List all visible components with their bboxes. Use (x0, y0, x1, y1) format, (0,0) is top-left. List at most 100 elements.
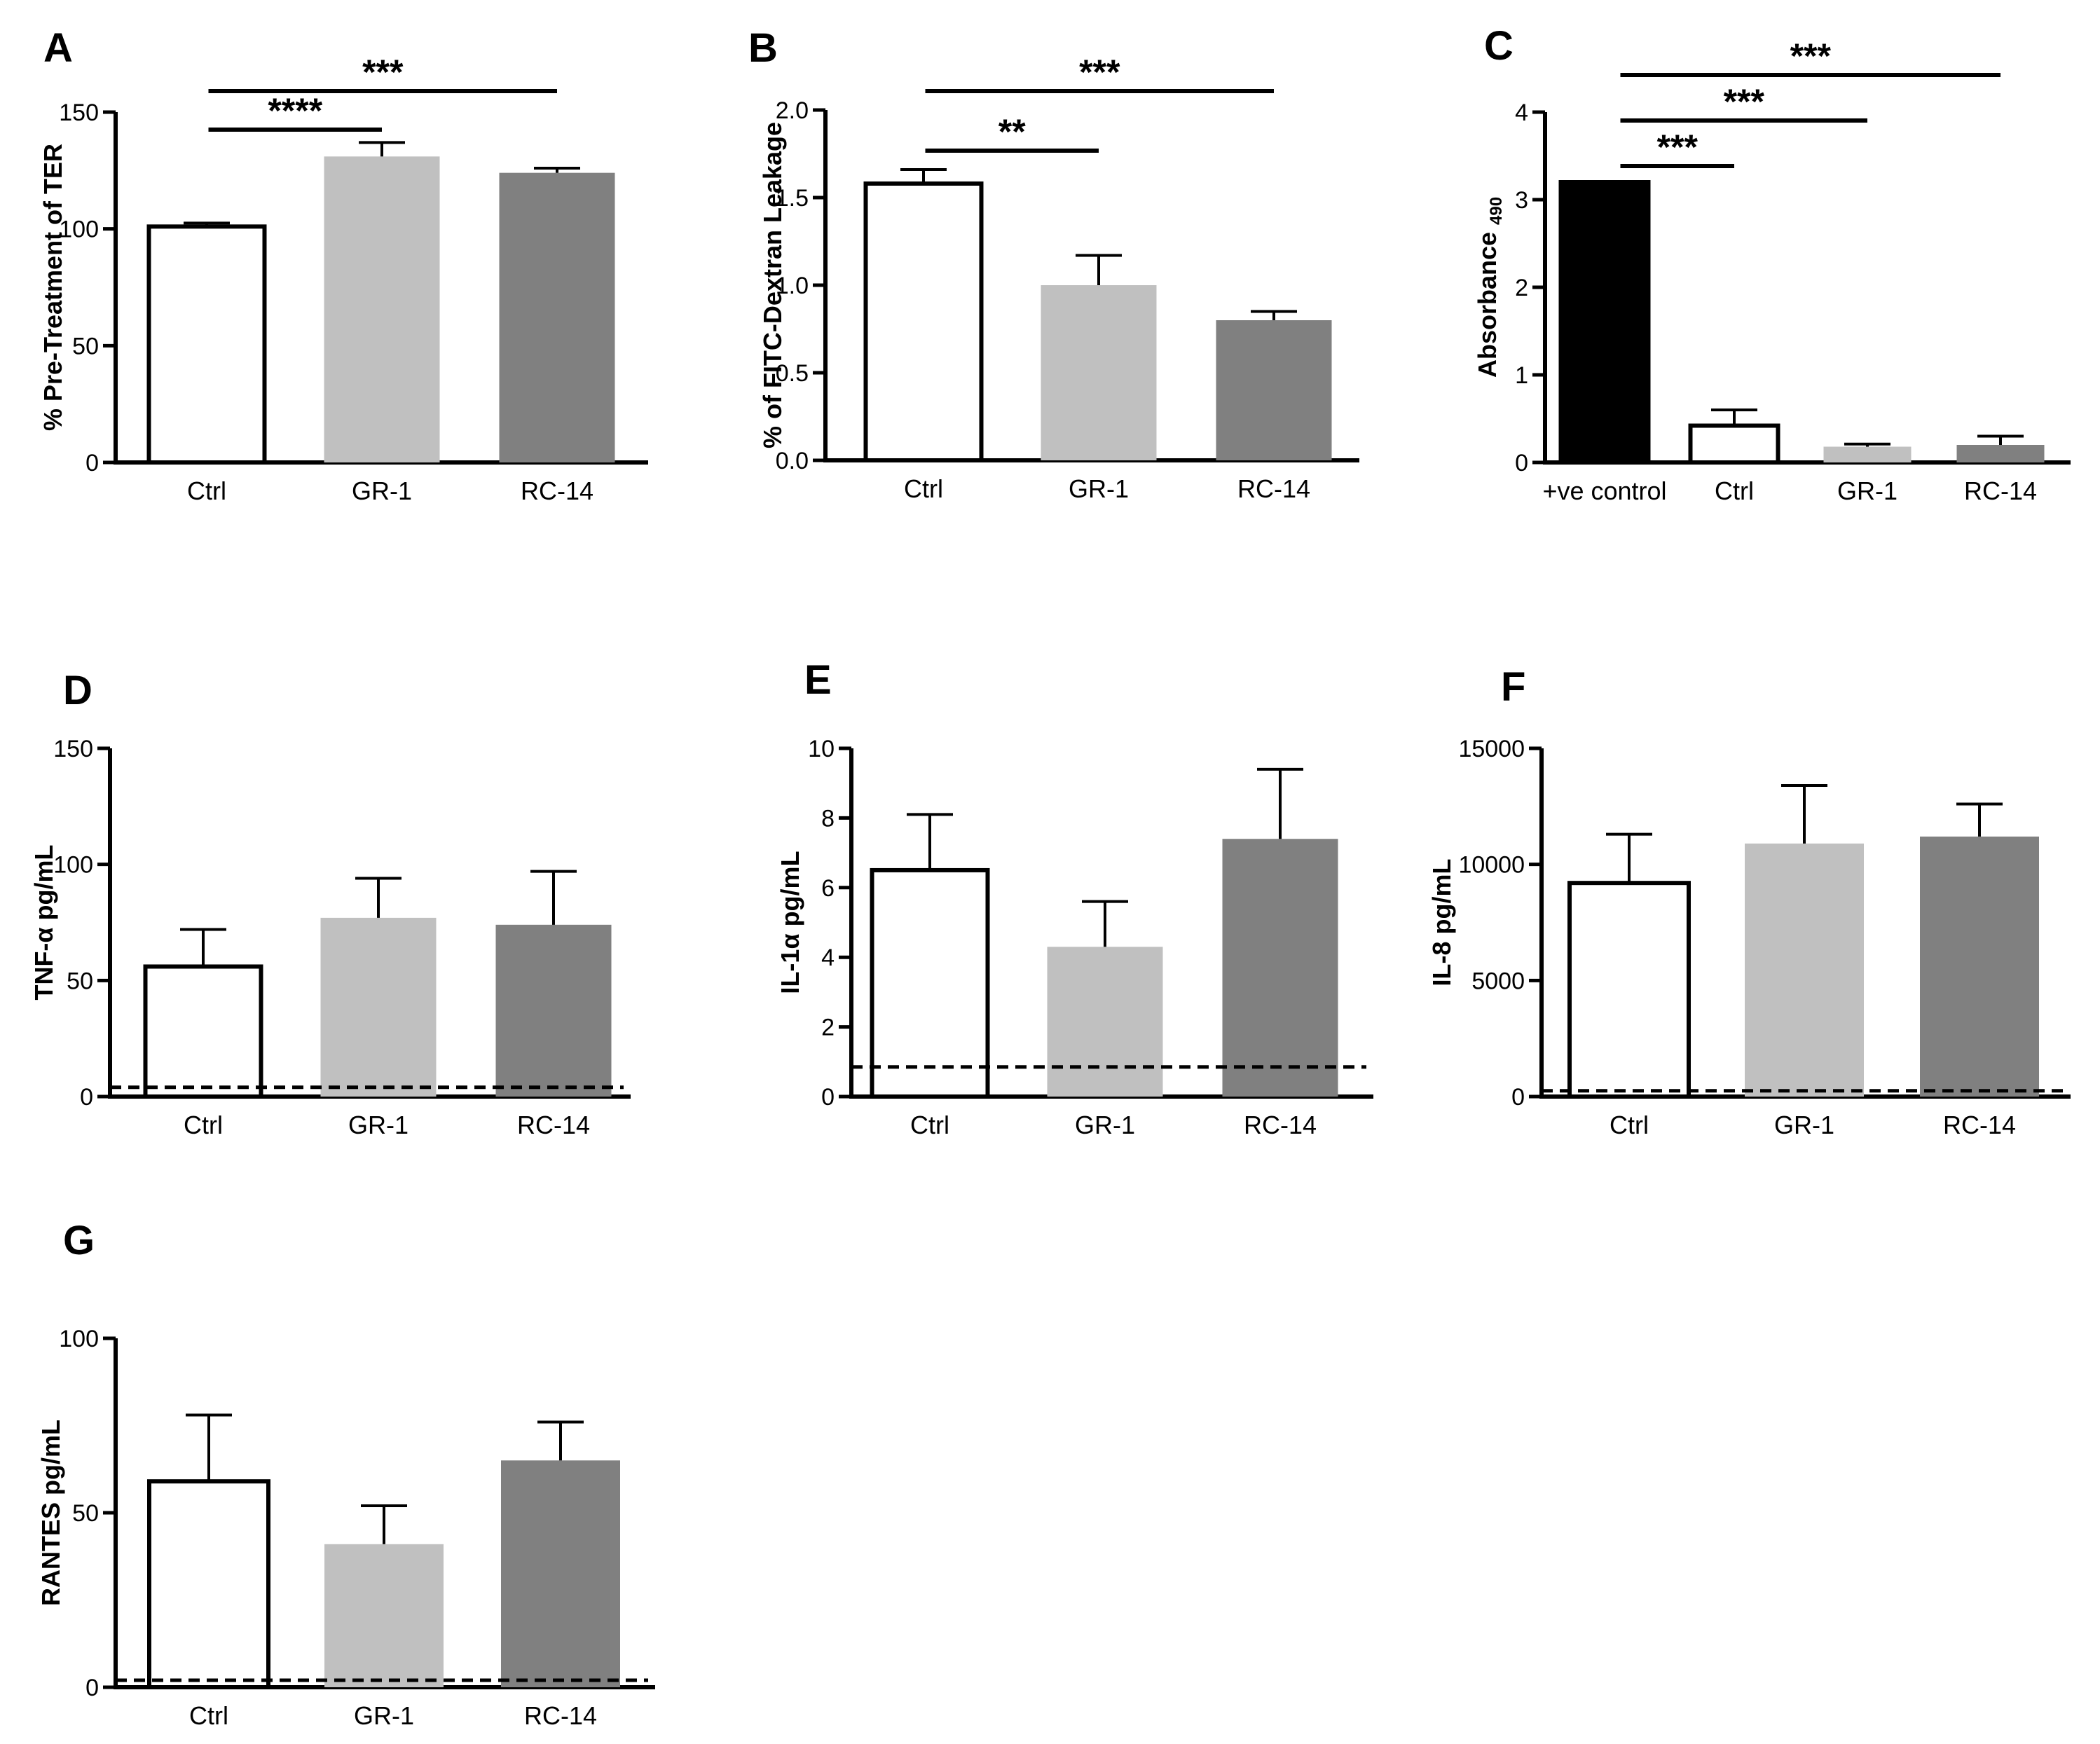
x-category-label: RC-14 (1943, 1111, 2016, 1139)
panel-letter: C (1484, 23, 1514, 69)
x-category-label: Ctrl (1610, 1111, 1649, 1139)
panel-letter: F (1501, 664, 1525, 710)
y-tick-label: 1.0 (776, 273, 809, 299)
x-category-label: RC-14 (1244, 1111, 1317, 1139)
x-category-label: Ctrl (189, 1701, 228, 1730)
y-tick-label: 0.5 (776, 360, 809, 387)
bar-rc-14 (499, 172, 615, 462)
y-tick-label: 2.0 (776, 97, 809, 124)
significance-label: *** (1790, 36, 1832, 76)
panel-letter: E (804, 657, 832, 703)
x-category-label: Ctrl (910, 1111, 949, 1139)
y-tick-label: 0 (1511, 1084, 1525, 1111)
bar-gr-1 (1041, 285, 1157, 460)
x-category-label: GR-1 (1837, 476, 1897, 505)
y-tick-label: 150 (59, 99, 99, 126)
bar-rc-14 (1216, 320, 1332, 460)
x-category-label: GR-1 (352, 476, 412, 505)
x-category-label: GR-1 (1075, 1111, 1135, 1139)
y-tick-label: 150 (53, 736, 93, 762)
y-tick-label: 0 (821, 1084, 835, 1111)
y-tick-label: 10000 (1458, 852, 1525, 879)
bar-ctrl (143, 964, 263, 1099)
bar-rc-14 (1920, 836, 2039, 1097)
chart-panel-a: A 0 50 100 150 % Pre-Treatment of TER Ctrl GR-1… (39, 25, 648, 505)
x-category-label: RC-14 (521, 476, 593, 505)
significance-label: *** (1724, 82, 1765, 121)
bar-ctrl (147, 1479, 270, 1689)
significance-label: **** (268, 91, 322, 130)
panel-letter: B (748, 25, 778, 71)
y-tick-label: 8 (821, 805, 835, 832)
panel-letter: D (63, 668, 92, 713)
bar-ctrl (1567, 881, 1691, 1099)
x-category-label: RC-14 (1237, 474, 1310, 503)
bar-gr-1 (1823, 446, 1912, 462)
panel-letter: G (63, 1218, 95, 1263)
y-tick-label: 50 (72, 1500, 99, 1527)
y-tick-label: 50 (72, 333, 99, 359)
x-category-label: GR-1 (1069, 474, 1129, 503)
y-tick-label: 50 (67, 968, 93, 994)
significance-label: *** (1079, 53, 1120, 92)
bar-rc-14 (1956, 445, 2045, 462)
x-category-label: GR-1 (354, 1701, 414, 1730)
x-category-label: Ctrl (904, 474, 943, 503)
x-category-label: RC-14 (524, 1701, 597, 1730)
significance-label: *** (1657, 128, 1698, 167)
x-category-label: Ctrl (187, 476, 226, 505)
y-tick-label: 10 (808, 736, 835, 762)
chart-panel-e: E 0 2 4 6 8 10 IL-1α pg/mL Ctrl GR-1 RC-14 (776, 657, 1373, 1139)
y-axis-title: % Pre-Treatment of TER (39, 144, 67, 431)
x-category-label: +ve control (1542, 476, 1666, 505)
bar-rc-14 (501, 1460, 620, 1687)
x-category-label: GR-1 (348, 1111, 409, 1139)
y-tick-label: 100 (53, 852, 93, 879)
y-tick-label: 2 (821, 1015, 835, 1041)
y-tick-label: 0 (85, 1675, 99, 1701)
y-tick-label: 0 (85, 450, 99, 476)
bar-ctrl (870, 867, 990, 1099)
chart-panel-d: D 0 50 100 150 TNF-α pg/mL Ctrl GR-1 RC-14 (29, 668, 631, 1139)
y-axis-title: % of FITC-Dextran Leakage (758, 122, 787, 448)
bar-ctrl (146, 224, 267, 465)
y-tick-label: 3 (1515, 187, 1528, 214)
y-tick-label: 100 (59, 217, 99, 243)
bar-gr-1 (320, 917, 437, 1097)
y-tick-label: 4 (1515, 99, 1528, 126)
bar-rc-14 (1222, 839, 1338, 1097)
panel-letter: A (43, 25, 73, 71)
x-category-label: Ctrl (1715, 476, 1754, 505)
y-axis-title: IL-1α pg/mL (776, 851, 804, 994)
bar-ctrl (1688, 423, 1780, 465)
chart-panel-f: F 0 5000 10000 15000 IL-8 pg/mL Ctrl GR-1 RC-14 (1427, 664, 2071, 1139)
bar-gr-1 (1047, 947, 1163, 1097)
y-axis-title: TNF-α pg/mL (29, 844, 58, 1000)
bar--ve-control (1558, 180, 1651, 465)
y-axis-title: Absorbance490 (1473, 197, 1506, 378)
significance-label: ** (998, 112, 1026, 151)
significance-label: *** (362, 53, 404, 92)
y-tick-label: 1 (1515, 362, 1528, 389)
chart-panel-g: G 0 50 100 RANTES pg/mL Ctrl GR-1 RC-14 (36, 1218, 655, 1730)
x-category-label: RC-14 (517, 1111, 590, 1139)
y-tick-label: 0 (1515, 450, 1528, 476)
x-category-label: RC-14 (1964, 476, 2037, 505)
bar-gr-1 (1745, 843, 1864, 1097)
y-tick-label: 100 (59, 1326, 99, 1352)
y-tick-label: 4 (821, 945, 835, 971)
chart-panel-b: B 0.0 0.5 1.0 1.5 2.0% of FITC-Dextran Leakag… (748, 25, 1359, 503)
bar-rc-14 (495, 924, 612, 1097)
y-tick-label: 0.0 (776, 448, 809, 474)
y-tick-label: 5000 (1471, 968, 1525, 994)
x-category-label: GR-1 (1774, 1111, 1834, 1139)
y-axis-title: RANTES pg/mL (36, 1420, 65, 1606)
y-tick-label: 2 (1515, 275, 1528, 301)
y-tick-label: 6 (821, 875, 835, 902)
bar-gr-1 (324, 156, 440, 463)
chart-panel-c: C 0 1 2 3 4 Absorbance490 +ve control Ctrl GR-1 RC… (1473, 23, 2071, 505)
y-tick-label: 1.5 (776, 185, 809, 212)
x-category-label: Ctrl (184, 1111, 223, 1139)
y-tick-label: 15000 (1458, 736, 1525, 762)
